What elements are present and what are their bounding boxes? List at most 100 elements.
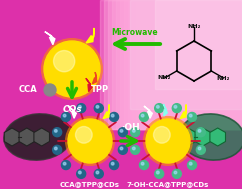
Circle shape (118, 128, 127, 137)
Text: 7-OH-CCA@TPP@CDs: 7-OH-CCA@TPP@CDs (127, 181, 209, 187)
Text: CCA@TPP@CDs: CCA@TPP@CDs (60, 181, 120, 187)
Text: NH₂: NH₂ (217, 75, 230, 81)
Circle shape (77, 169, 86, 178)
Circle shape (132, 129, 135, 132)
Circle shape (189, 114, 192, 117)
Bar (128, 0, 242, 129)
Circle shape (53, 50, 75, 72)
Circle shape (53, 128, 62, 137)
Bar (104, 0, 242, 129)
Circle shape (76, 126, 92, 143)
Polygon shape (34, 128, 50, 146)
Polygon shape (92, 72, 97, 84)
Circle shape (146, 119, 190, 163)
Bar (136, 0, 242, 129)
Circle shape (196, 145, 205, 154)
Polygon shape (68, 106, 76, 118)
Bar (120, 0, 242, 129)
Circle shape (153, 126, 170, 143)
Polygon shape (19, 128, 35, 146)
Circle shape (54, 147, 57, 150)
Bar (112, 0, 242, 129)
Circle shape (61, 112, 70, 122)
Circle shape (132, 147, 135, 150)
Circle shape (111, 162, 114, 165)
Bar (100, 0, 242, 129)
Polygon shape (103, 105, 109, 119)
Bar (148, 0, 242, 129)
Circle shape (198, 129, 201, 132)
Circle shape (94, 104, 103, 113)
Polygon shape (86, 28, 94, 43)
Circle shape (120, 147, 123, 150)
Circle shape (63, 114, 66, 117)
Bar (132, 0, 242, 129)
Text: TPP: TPP (91, 84, 109, 94)
Polygon shape (195, 128, 211, 146)
Circle shape (131, 145, 140, 154)
Circle shape (198, 147, 201, 150)
Circle shape (174, 171, 177, 174)
Circle shape (172, 169, 181, 178)
Circle shape (78, 171, 81, 174)
Circle shape (174, 105, 177, 108)
Bar (130, 0, 242, 109)
Polygon shape (144, 106, 152, 118)
Circle shape (188, 160, 197, 170)
Polygon shape (86, 78, 92, 92)
Bar (108, 0, 242, 129)
Circle shape (61, 160, 70, 170)
Ellipse shape (180, 114, 242, 160)
Circle shape (196, 128, 205, 137)
Circle shape (44, 84, 56, 96)
Circle shape (139, 160, 148, 170)
Bar (140, 0, 242, 129)
Text: NH₂: NH₂ (158, 75, 171, 81)
Circle shape (155, 104, 164, 113)
Circle shape (141, 114, 144, 117)
Polygon shape (180, 105, 186, 119)
Circle shape (78, 105, 81, 108)
Circle shape (96, 105, 99, 108)
Ellipse shape (4, 114, 72, 160)
Polygon shape (180, 128, 196, 146)
Bar (124, 0, 242, 129)
Circle shape (94, 169, 103, 178)
Bar (168, 0, 242, 129)
Bar (116, 0, 242, 129)
Text: NH₂: NH₂ (187, 25, 201, 29)
Bar (155, 0, 242, 89)
Circle shape (44, 41, 100, 97)
Circle shape (139, 112, 148, 122)
Text: Microwave: Microwave (112, 28, 158, 37)
Circle shape (63, 162, 66, 165)
Circle shape (188, 112, 197, 122)
Circle shape (131, 128, 140, 137)
Circle shape (110, 112, 119, 122)
Circle shape (172, 104, 181, 113)
Text: COs: COs (62, 105, 82, 114)
Circle shape (77, 104, 86, 113)
Circle shape (68, 119, 112, 163)
Bar (152, 0, 242, 129)
Circle shape (120, 129, 123, 132)
Polygon shape (163, 104, 167, 116)
Circle shape (141, 162, 144, 165)
Circle shape (155, 169, 164, 178)
Bar (164, 0, 242, 129)
Text: ·OH: ·OH (121, 123, 139, 132)
Text: CCA: CCA (19, 84, 37, 94)
Polygon shape (45, 32, 55, 45)
Circle shape (54, 129, 57, 132)
Circle shape (157, 105, 159, 108)
Circle shape (157, 171, 159, 174)
Bar (176, 0, 242, 129)
Polygon shape (210, 128, 226, 146)
Circle shape (53, 145, 62, 154)
Circle shape (110, 160, 119, 170)
Bar (156, 0, 242, 129)
Circle shape (118, 145, 127, 154)
Circle shape (189, 162, 192, 165)
Bar (160, 0, 242, 129)
Bar (144, 0, 242, 129)
